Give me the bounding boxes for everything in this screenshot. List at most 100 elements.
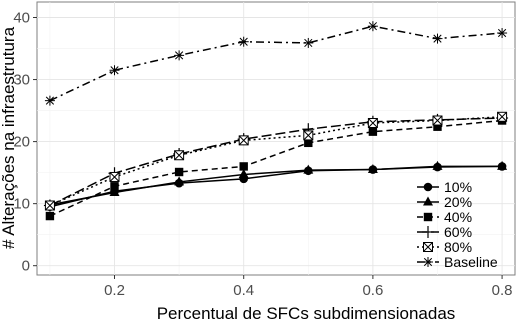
marker-triangle <box>432 160 443 170</box>
legend-item: 80% <box>417 239 472 255</box>
series-4 <box>44 111 508 211</box>
legend-label: 80% <box>444 239 472 255</box>
legend-marker <box>423 182 433 192</box>
y-tick-label: 20 <box>13 134 30 151</box>
legend-label: 10% <box>444 179 472 195</box>
marker-cross-b <box>45 200 55 211</box>
series-5 <box>44 21 508 106</box>
legend-label: Baseline <box>444 254 498 270</box>
legend-item: 10% <box>417 179 472 195</box>
series-line <box>49 25 503 102</box>
marker-cross-b <box>368 118 378 128</box>
marker-square <box>239 162 248 171</box>
marker-triangle <box>497 160 508 170</box>
data-point <box>433 122 442 131</box>
data-point <box>497 160 508 170</box>
legend-item: Baseline <box>417 254 498 270</box>
data-point <box>109 65 120 76</box>
marker-square <box>433 122 442 131</box>
marker-triangle <box>367 164 378 174</box>
legend-label: 40% <box>444 209 472 225</box>
data-point <box>109 171 120 182</box>
data-point <box>367 117 378 128</box>
x-axis-title: Percentual de SFCs subdimensionadas <box>157 304 456 323</box>
legend-label: 20% <box>444 194 472 210</box>
series-line <box>49 117 503 207</box>
legend-item: 40% <box>417 209 472 225</box>
marker-cross-b <box>109 172 120 182</box>
legend-label: 60% <box>444 224 472 240</box>
x-tick-label: 0.6 <box>362 282 383 299</box>
data-point <box>45 211 55 221</box>
data-point <box>303 164 314 174</box>
marker-square <box>110 182 119 191</box>
series-line <box>49 165 503 206</box>
data-point <box>110 182 119 191</box>
data-point <box>174 167 184 177</box>
data-point <box>238 36 249 47</box>
marker-cross-b <box>497 111 507 122</box>
data-point <box>304 138 313 148</box>
marker-ast-d2 <box>304 38 313 48</box>
data-point <box>368 127 378 136</box>
data-point <box>238 168 249 178</box>
data-point <box>367 21 378 32</box>
y-tick-label: 40 <box>13 10 30 27</box>
marker-cross-b <box>423 242 433 252</box>
y-tick-label: 10 <box>13 196 30 213</box>
series-layer <box>43 21 509 221</box>
y-tick-label: 0 <box>22 258 30 275</box>
marker-ast-d2 <box>497 28 507 38</box>
x-tick-label: 0.2 <box>104 282 125 299</box>
marker-ast-d2 <box>433 34 442 43</box>
legend-marker <box>423 212 433 222</box>
data-point <box>497 28 508 39</box>
legend: 10%20%40%60%80%Baseline <box>417 179 498 270</box>
legend-marker <box>423 257 433 267</box>
marker-square <box>423 212 433 222</box>
marker-triangle <box>109 186 120 196</box>
marker-square <box>45 211 55 221</box>
legend-item: 60% <box>417 224 472 240</box>
series-line <box>49 119 503 217</box>
legend-marker <box>423 242 433 252</box>
legend-marker <box>423 196 433 206</box>
data-point <box>432 33 443 44</box>
x-tick-label: 0.4 <box>233 282 254 299</box>
data-point <box>239 162 248 171</box>
marker-circle <box>423 182 433 192</box>
marker-triangle <box>174 176 185 186</box>
marker-cross-b <box>174 150 184 161</box>
data-point <box>432 115 443 126</box>
marker-ast-d2 <box>45 96 55 105</box>
data-point <box>44 200 55 211</box>
marker-ast-d2 <box>423 257 433 267</box>
data-point <box>174 150 185 161</box>
marker-triangle <box>303 164 314 174</box>
plot-panel <box>36 1 516 276</box>
marker-ast-d2 <box>110 66 119 75</box>
marker-square <box>368 127 378 136</box>
marker-triangle <box>423 196 433 206</box>
data-point <box>238 135 249 146</box>
data-point <box>174 176 185 186</box>
marker-cross-b <box>238 135 249 146</box>
marker-triangle <box>238 168 249 178</box>
marker-cross-b <box>303 130 314 141</box>
data-point <box>303 130 314 141</box>
series-1 <box>44 160 508 209</box>
data-point <box>303 37 314 48</box>
data-point <box>109 186 120 196</box>
data-point <box>44 95 55 106</box>
marker-ast-d2 <box>368 22 377 31</box>
legend-item: 20% <box>417 194 472 210</box>
data-point <box>497 111 508 122</box>
axis-ticks: 0.2 0.4 0.6 0.8 0 10 20 30 40 <box>13 10 512 299</box>
legend-marker <box>422 226 434 238</box>
y-axis-title: # Alterações na infraestrutura <box>0 26 18 249</box>
marker-square <box>304 138 313 148</box>
data-point <box>432 160 443 170</box>
marker-ast-d2 <box>239 37 248 46</box>
data-point <box>174 50 185 61</box>
